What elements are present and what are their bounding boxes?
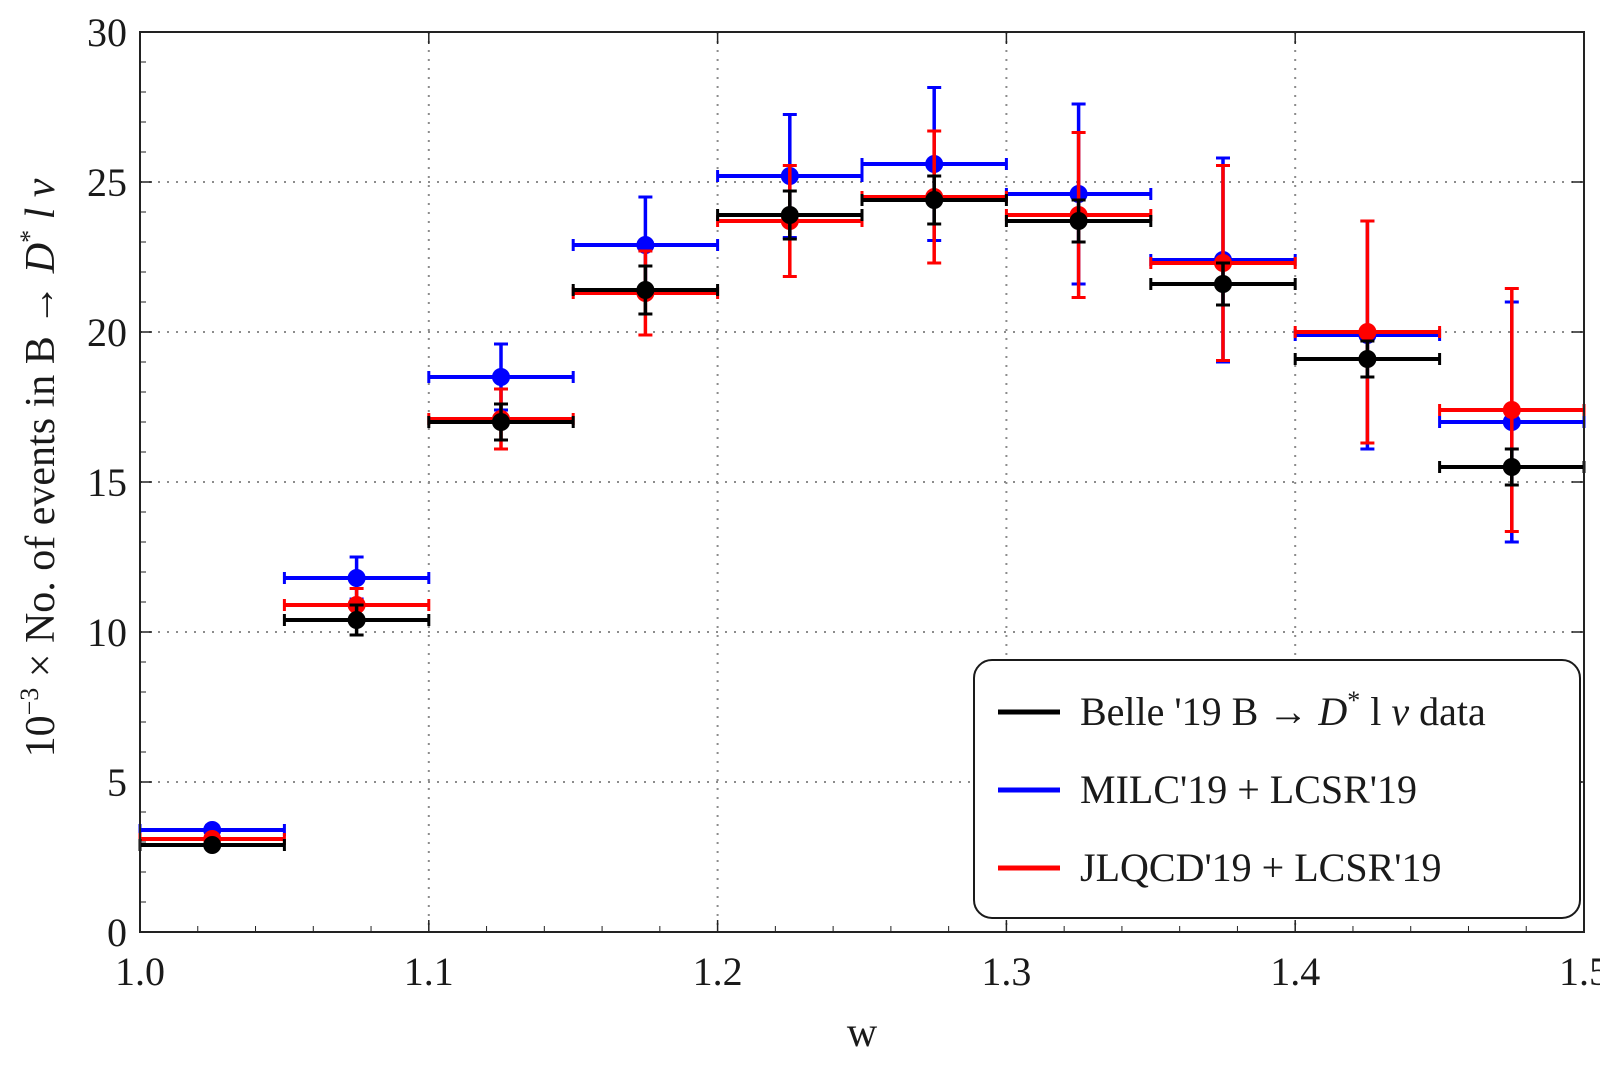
x-tick-label: 1.5 (1559, 949, 1600, 994)
axis-ticks: 1.0 1.1 1.2 1.3 1.4 1.5 0 5 10 15 20 25 30 (87, 10, 1600, 994)
legend-label: JLQCD'19 + LCSR'19 (1080, 845, 1441, 890)
data-point (492, 368, 510, 386)
data-point (1358, 323, 1377, 341)
data-point (925, 191, 944, 209)
legend-label: MILC'19 + LCSR'19 (1080, 767, 1417, 812)
legend-label-part: MILC'19 + LCSR'19 (1080, 767, 1417, 812)
y-axis-title-sup: * (15, 230, 44, 243)
legend-label-part: Belle '19 B → (1080, 689, 1318, 734)
x-tick-label: 1.2 (693, 949, 743, 994)
y-axis-title-exponent: −3 (15, 688, 44, 716)
data-point (780, 206, 799, 224)
series-layer (138, 86, 1586, 854)
legend-label-part: D (1317, 689, 1347, 734)
legend-label-part: data (1409, 689, 1486, 734)
data-point (1502, 401, 1521, 419)
y-axis-title: 10−3 × No. of events in B → D* l ν (15, 178, 64, 757)
y-axis-title-italic: D (18, 243, 64, 274)
data-point (347, 569, 366, 587)
y-tick-label: 5 (107, 760, 127, 805)
y-tick-label: 0 (107, 910, 127, 955)
legend-label-part: l (1360, 689, 1391, 734)
data-point (1214, 275, 1232, 293)
data-point (636, 281, 655, 299)
x-tick-label: 1.1 (404, 949, 454, 994)
x-tick-label: 1.4 (1270, 949, 1320, 994)
data-point (347, 611, 366, 629)
legend-label-part: ν (1391, 689, 1409, 734)
y-axis-title-tail: l ν (18, 178, 64, 230)
data-point (492, 413, 510, 431)
y-axis-title-prefix: 10 (18, 715, 64, 757)
y-tick-label: 15 (87, 460, 127, 505)
legend-label: Belle '19 B → D* l ν data (1080, 686, 1486, 734)
x-tick-label: 1.3 (981, 949, 1031, 994)
data-point (1502, 458, 1521, 476)
y-tick-label: 25 (87, 160, 127, 205)
y-tick-label: 10 (87, 610, 127, 655)
legend-box (973, 659, 1581, 919)
legend-label-part: * (1347, 686, 1360, 715)
x-tick-label: 1.0 (115, 949, 165, 994)
series-0 (138, 174, 1586, 854)
data-point (1069, 212, 1088, 230)
data-point (203, 836, 222, 854)
x-axis-title: w (847, 1010, 878, 1056)
y-tick-label: 20 (87, 310, 127, 355)
y-axis-title-main: × No. of events in B → (18, 273, 64, 687)
y-tick-label: 30 (87, 10, 127, 55)
legend-label-part: JLQCD'19 + LCSR'19 (1080, 845, 1441, 890)
legend: Belle '19 B → D* l ν data MILC'19 + LCSR'… (973, 659, 1581, 919)
data-point (1358, 350, 1377, 368)
